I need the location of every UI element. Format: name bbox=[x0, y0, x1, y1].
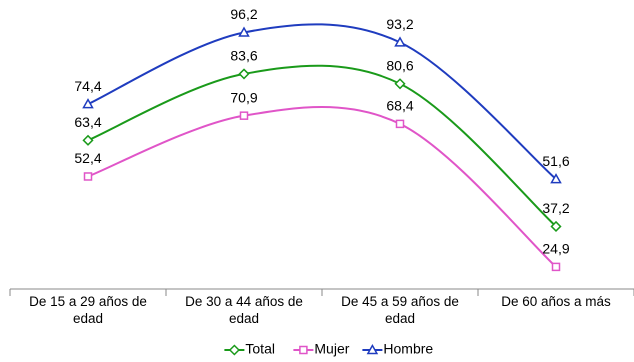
series-line bbox=[87, 64, 557, 228]
data-label: 70,9 bbox=[230, 89, 257, 105]
marker bbox=[366, 343, 379, 355]
marker bbox=[238, 68, 250, 80]
legend-label: Mujer bbox=[314, 341, 349, 357]
data-label: 93,2 bbox=[386, 16, 413, 32]
data-label: 63,4 bbox=[74, 114, 101, 130]
marker bbox=[299, 345, 308, 355]
data-label: 83,6 bbox=[230, 48, 257, 64]
data-label: 80,6 bbox=[386, 57, 413, 73]
series-line bbox=[87, 23, 557, 180]
marker bbox=[82, 98, 94, 109]
data-label: 52,4 bbox=[74, 150, 101, 166]
marker bbox=[550, 220, 562, 233]
data-label: 96,2 bbox=[230, 6, 257, 22]
marker bbox=[239, 111, 249, 120]
x-tick-label: De 30 a 44 años de edad bbox=[185, 294, 303, 326]
legend-item: Total bbox=[224, 341, 275, 357]
marker bbox=[238, 26, 250, 37]
x-tick-label: De 45 a 59 años de edad bbox=[341, 294, 459, 326]
data-label: 74,4 bbox=[74, 78, 101, 94]
x-tick-label: De 60 años a más bbox=[501, 294, 611, 309]
data-label: 37,2 bbox=[542, 200, 569, 216]
marker bbox=[551, 262, 561, 272]
data-label: 24,9 bbox=[542, 241, 569, 257]
series-line bbox=[87, 106, 557, 268]
legend-label: Hombre bbox=[383, 341, 433, 357]
legend-label: Total bbox=[245, 341, 275, 357]
legend-item: Hombre bbox=[362, 341, 433, 357]
marker bbox=[82, 134, 94, 146]
data-label: 51,6 bbox=[542, 153, 569, 169]
data-label: 68,4 bbox=[386, 98, 413, 114]
marker bbox=[394, 36, 406, 47]
legend-item: Mujer bbox=[293, 341, 350, 357]
marker bbox=[550, 173, 562, 184]
marker bbox=[394, 78, 406, 90]
marker bbox=[83, 172, 93, 181]
marker bbox=[395, 119, 405, 129]
marker bbox=[228, 344, 240, 356]
x-tick-label: De 15 a 29 años de edad bbox=[29, 294, 147, 326]
